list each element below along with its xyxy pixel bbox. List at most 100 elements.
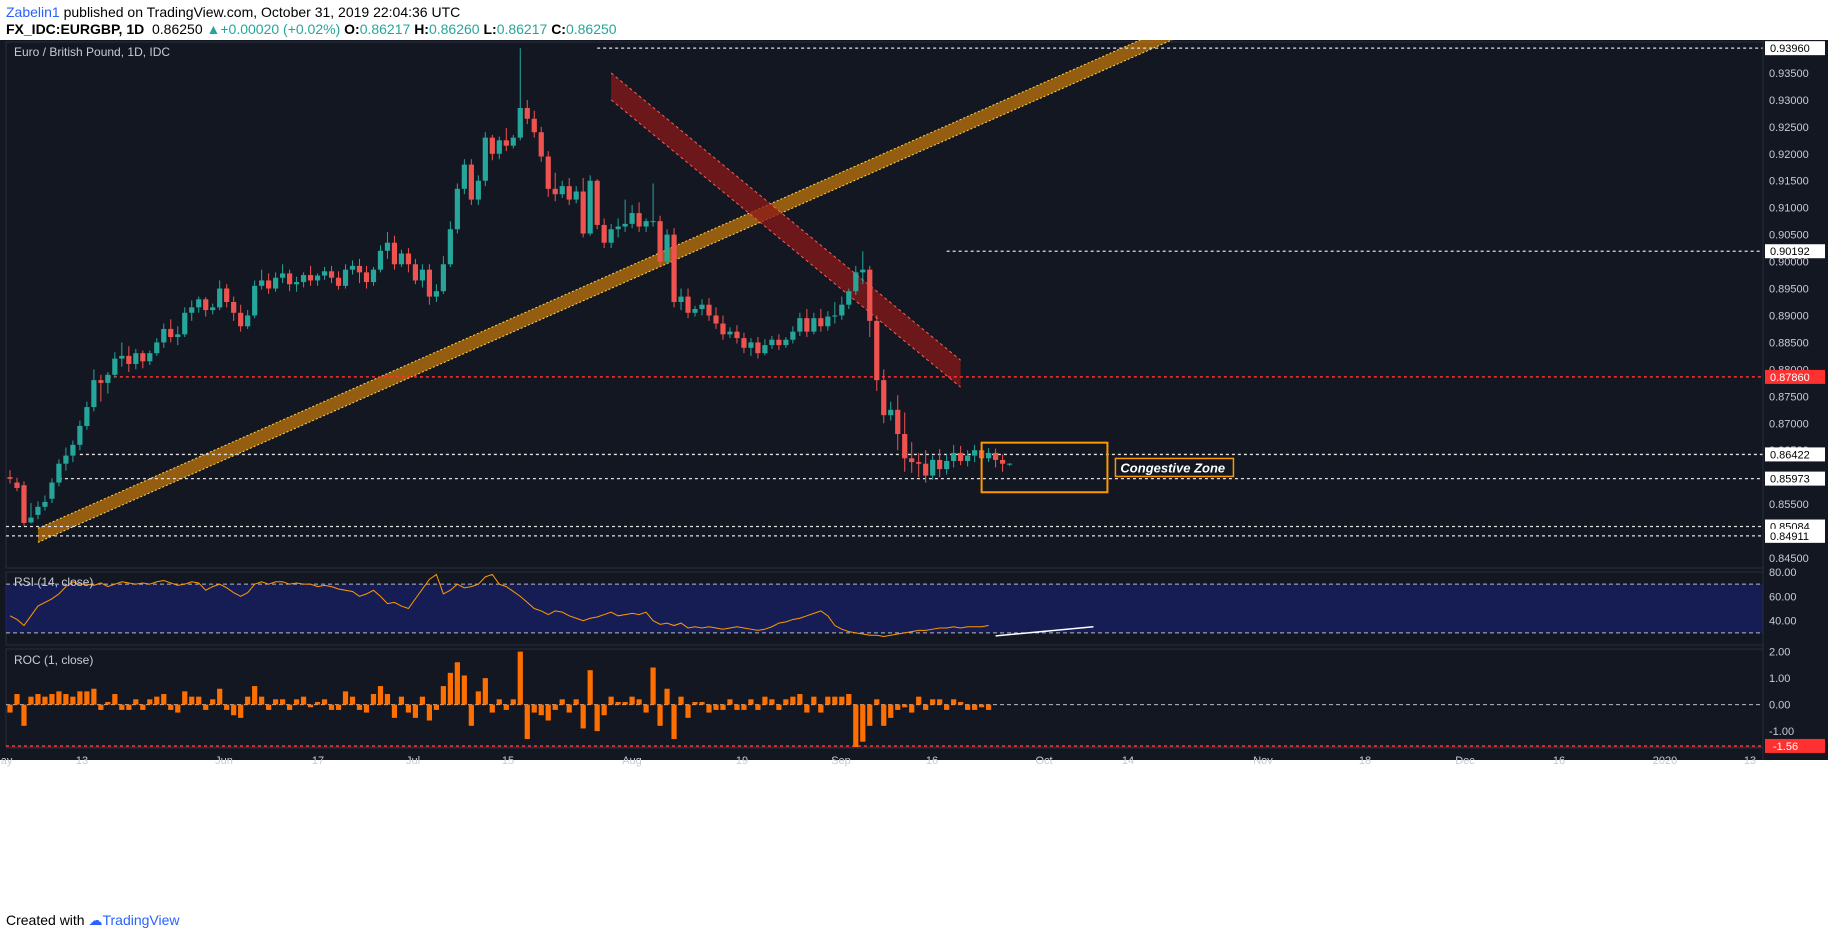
- candle-up: [119, 355, 125, 359]
- roc-bar: [273, 699, 279, 705]
- candle-up: [377, 250, 384, 270]
- candle-up: [622, 223, 628, 227]
- time-tick-label: May: [0, 755, 13, 767]
- roc-bar: [252, 686, 258, 705]
- roc-bar: [231, 704, 237, 716]
- price-tick-label: 0.87000: [1769, 418, 1809, 430]
- low-value: 0.86217: [496, 21, 548, 37]
- level-price-label: 0.84911: [1770, 531, 1809, 543]
- candle-down: [363, 272, 370, 283]
- roc-bar: [419, 696, 426, 705]
- candle-down: [706, 304, 712, 316]
- rsi-pane-title: RSI (14, close): [14, 575, 93, 589]
- roc-bar: [161, 694, 167, 705]
- congestive-zone-label: Congestive Zone: [1120, 460, 1225, 475]
- footer: Created with ☁TradingView: [6, 912, 180, 929]
- roc-bar: [930, 699, 936, 705]
- candle-down: [468, 164, 474, 200]
- roc-bar: [713, 704, 719, 710]
- chart-canvas[interactable]: 0.845000.850000.855000.860000.865000.870…: [0, 40, 1828, 903]
- candle-up: [783, 339, 789, 346]
- publish-info: published on TradingView.com, October 31…: [59, 4, 461, 20]
- candle-up: [280, 273, 286, 278]
- roc-bar: [293, 699, 300, 705]
- time-tick-label: Dec: [1455, 755, 1475, 767]
- candle-up: [643, 221, 649, 227]
- candle-down: [266, 280, 272, 289]
- roc-bar: [937, 699, 943, 705]
- roc-value-tag: [1765, 738, 1825, 753]
- open-label: O:: [344, 21, 360, 37]
- candle-up: [629, 213, 635, 224]
- roc-bar: [720, 704, 726, 710]
- candle-down: [713, 315, 719, 324]
- candle-up: [839, 304, 845, 316]
- candle-up: [1006, 463, 1013, 465]
- candle-up: [182, 312, 188, 335]
- roc-bar: [119, 704, 125, 710]
- roc-bar: [874, 699, 880, 705]
- candle-down: [923, 463, 929, 476]
- roc-bar: [147, 699, 153, 705]
- roc-pane: [5, 648, 1764, 748]
- candle-down: [902, 434, 908, 459]
- candle-down: [776, 339, 782, 346]
- level-price-label: 0.85973: [1770, 474, 1810, 486]
- roc-bar: [328, 704, 335, 710]
- candle-up: [175, 334, 181, 338]
- roc-tick-label: 2.00: [1769, 647, 1790, 659]
- candle-down: [909, 458, 915, 463]
- candle-down: [881, 380, 887, 416]
- candle-up: [112, 358, 118, 375]
- roc-bar: [776, 704, 782, 710]
- candle-down: [937, 459, 943, 470]
- roc-bar: [538, 704, 544, 716]
- roc-bar: [496, 699, 502, 705]
- candle-up: [196, 299, 202, 308]
- roc-bar: [391, 704, 398, 718]
- roc-bar: [790, 696, 796, 705]
- roc-bar: [70, 696, 76, 705]
- candle-down: [538, 132, 544, 157]
- roc-bar: [224, 704, 230, 710]
- candle-down: [545, 156, 551, 189]
- roc-tick-label: 0.00: [1769, 700, 1790, 712]
- price-tick-label: 0.89000: [1769, 310, 1809, 322]
- roc-bar: [594, 704, 600, 732]
- roc-bar: [979, 704, 985, 708]
- candle-down: [916, 462, 922, 464]
- candle-up: [965, 455, 971, 461]
- price-tick-label: 0.91500: [1769, 176, 1809, 188]
- roc-bar: [650, 667, 656, 705]
- roc-bar: [944, 704, 950, 710]
- roc-bar: [643, 704, 649, 713]
- change-up-icon: ▲: [206, 21, 221, 37]
- roc-bar: [175, 704, 181, 713]
- candle-down: [594, 180, 600, 225]
- roc-bar: [189, 696, 195, 705]
- roc-bar: [126, 704, 132, 710]
- roc-bar: [468, 704, 474, 726]
- roc-bar: [280, 699, 286, 705]
- candle-down: [21, 485, 27, 523]
- roc-bar: [84, 691, 90, 705]
- candle-down: [720, 323, 726, 335]
- roc-bar: [210, 699, 216, 705]
- candle-up: [461, 164, 467, 189]
- candle-down: [203, 299, 209, 311]
- candle-up: [650, 221, 656, 223]
- candle-up: [56, 463, 62, 483]
- roc-bar: [671, 704, 677, 740]
- candle-down: [168, 328, 174, 338]
- roc-bar: [412, 704, 419, 718]
- roc-bar: [140, 704, 146, 710]
- tradingview-link[interactable]: TradingView: [102, 912, 180, 928]
- author-link[interactable]: Zabelin1: [6, 4, 60, 20]
- candle-up: [147, 353, 153, 362]
- roc-bar: [860, 704, 866, 742]
- roc-bar: [384, 694, 391, 705]
- candle-up: [510, 137, 516, 146]
- candle-down: [503, 140, 509, 146]
- time-tick-label: 16: [926, 755, 938, 767]
- candle-down: [287, 273, 293, 285]
